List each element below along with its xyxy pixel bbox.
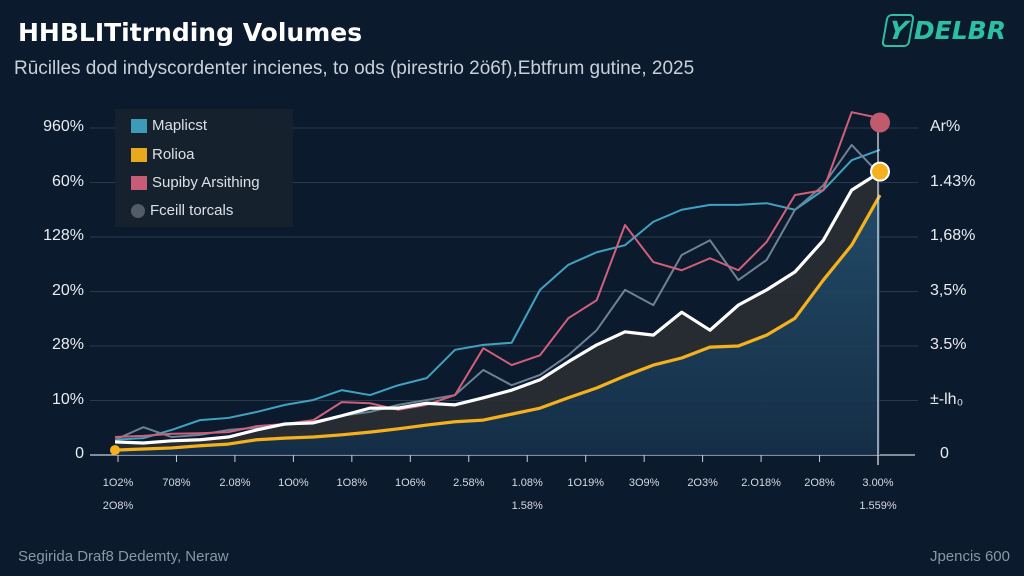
x-tick-label: 2.08% bbox=[219, 477, 251, 489]
legend-label: Fceill torcals bbox=[150, 202, 234, 219]
y-right-tick-label: Ar% bbox=[930, 118, 961, 135]
x-tick-label: 1O0% bbox=[278, 477, 309, 489]
end-point-marker[interactable] bbox=[870, 161, 890, 182]
x-tick-label: 2O8% bbox=[804, 477, 835, 489]
area-under-rolioa bbox=[115, 195, 880, 455]
y-left-tick-label: 10% bbox=[51, 390, 84, 408]
x-tick-label: 2.O18% bbox=[741, 477, 781, 489]
x-tick-label-secondary: 1.58% bbox=[511, 500, 543, 512]
chart-subtitle: Rūcilles dod indyscordenter incienes, to… bbox=[14, 58, 695, 79]
x-tick-label: 708% bbox=[162, 477, 191, 489]
footer-source: Segirida Draf8 Dedemty, Neraw bbox=[18, 548, 229, 565]
y-left-tick-label: 0 bbox=[75, 445, 84, 462]
y-right-tick-label: ±-lh₀ bbox=[930, 390, 964, 408]
x-tick-label: 2O3% bbox=[687, 477, 718, 489]
start-point-marker bbox=[110, 445, 120, 456]
y-left-tick-label: 20% bbox=[51, 281, 84, 299]
legend-circle-icon bbox=[131, 203, 145, 218]
legend-label: Maplicst bbox=[152, 117, 208, 134]
x-tick-label-secondary: 1.559% bbox=[859, 500, 897, 512]
series-line-unnamed-3 bbox=[114, 170, 881, 445]
legend-label: Rolioa bbox=[152, 146, 195, 163]
x-tick-label: 1O6% bbox=[395, 477, 426, 489]
series-line-rolioa bbox=[114, 194, 882, 452]
y-left-tick-label: 60% bbox=[51, 172, 84, 190]
y-right-tick-label: 1,68% bbox=[930, 227, 976, 244]
x-tick-label-secondary: 2O8% bbox=[102, 500, 134, 512]
y-right-tick-label: 0 bbox=[940, 445, 949, 462]
y-left-tick-label: 960% bbox=[43, 118, 84, 135]
series-line-supiby-arsithing bbox=[114, 111, 881, 439]
x-tick-label: 3.00% bbox=[862, 477, 894, 489]
x-tick-label: 2.58% bbox=[453, 477, 485, 489]
x-tick-label: 3O9% bbox=[628, 477, 660, 489]
y-right-tick-label: 1.43% bbox=[930, 172, 976, 190]
y-left-tick-label: 28% bbox=[51, 336, 84, 353]
x-tick-label: 1O19% bbox=[567, 477, 605, 489]
legend-item-supiby-arsithing[interactable]: Supiby Arsithing bbox=[131, 174, 260, 191]
end-point-marker[interactable] bbox=[870, 112, 890, 133]
brand-logo: Y DELBR bbox=[880, 14, 1006, 47]
series-line-maplicst bbox=[114, 148, 881, 441]
legend-swatch-icon bbox=[131, 175, 147, 190]
y-left-tick-label: 128% bbox=[43, 227, 84, 244]
chart-title: HHBLITitrnding Volumes bbox=[18, 18, 363, 47]
x-tick-label: 1O2% bbox=[102, 477, 134, 489]
legend-item-fceill-torcals[interactable]: Fceill torcals bbox=[131, 202, 233, 219]
footer-note: Jpencis 600 bbox=[929, 548, 1010, 565]
y-right-tick-label: 3,5% bbox=[930, 281, 967, 299]
legend-item-maplicst[interactable]: Maplicst bbox=[131, 117, 207, 134]
legend-swatch-icon bbox=[131, 118, 147, 133]
x-tick-label: 1O8% bbox=[336, 477, 368, 489]
legend-label: Supiby Arsithing bbox=[152, 174, 260, 191]
legend-swatch-icon bbox=[131, 147, 147, 162]
x-tick-label: 1.08% bbox=[511, 477, 543, 489]
legend-item-rolioa[interactable]: Rolioa bbox=[131, 146, 195, 163]
legend: Maplicst Rolioa Supiby Arsithing Fceill … bbox=[115, 109, 293, 227]
y-right-tick-label: 3.5% bbox=[930, 336, 967, 353]
